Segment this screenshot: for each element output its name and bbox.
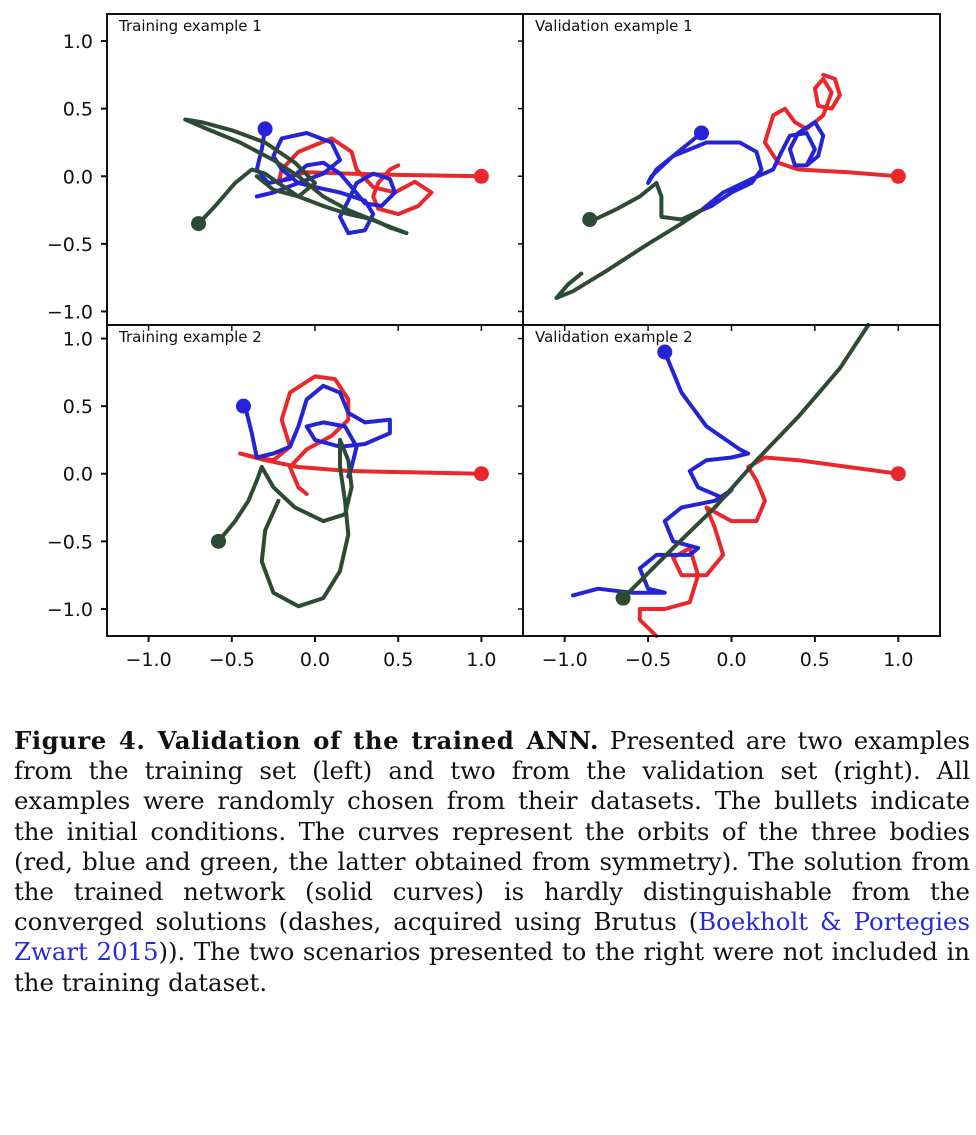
x-tick-label-1-3: 0.0 xyxy=(300,649,330,671)
x-tick-label-1-2: −0.5 xyxy=(209,649,255,671)
x-tick-label-1-4: 0.5 xyxy=(383,649,413,671)
orbit-line-3-3 xyxy=(216,437,354,609)
x-tick-label-2-4: 0.5 xyxy=(800,649,830,671)
y-tick-label-1-4: −0.5 xyxy=(47,234,93,256)
x-tick-label-1-1: −1.0 xyxy=(126,649,172,671)
initial-condition-marker-1-2 xyxy=(257,121,273,137)
caption-citation-link[interactable]: Boekholt & Portegies Zwart 2015 xyxy=(14,907,970,967)
initial-condition-marker-4-1 xyxy=(890,466,906,482)
orbit-line-4-1 xyxy=(637,455,901,638)
initial-condition-marker-1-1 xyxy=(473,168,489,184)
y-tick-label-2-4: −0.5 xyxy=(47,531,93,553)
caption-label: Figure 4. Validation of the trained ANN. xyxy=(14,726,599,755)
x-tick-label-2-1: −1.0 xyxy=(542,649,588,671)
panel-4: Validation example 2 xyxy=(535,323,906,638)
y-tick-label-2-5: −1.0 xyxy=(47,599,93,621)
x-tick-label-1-5: 1.0 xyxy=(466,649,496,671)
orbit-line-3-1 xyxy=(238,374,484,496)
y-tick-label-1-3: 0.0 xyxy=(63,166,93,188)
initial-condition-marker-2-1 xyxy=(890,168,906,184)
y-tick-label-1-5: −1.0 xyxy=(47,301,93,323)
orbit-line-3-2 xyxy=(243,383,392,479)
y-tick-label-2-3: 0.0 xyxy=(63,464,93,486)
panel-title-1: Training example 1 xyxy=(118,17,262,35)
initial-condition-marker-2-2 xyxy=(693,125,709,141)
initial-condition-marker-4-3 xyxy=(615,590,631,606)
y-tick-label-2-2: 0.5 xyxy=(63,396,93,418)
x-tick-label-2-3: 0.0 xyxy=(716,649,746,671)
panel-title-2: Validation example 1 xyxy=(535,17,693,35)
caption-text-2: )). The two scenarios presented to the r… xyxy=(14,937,970,997)
initial-condition-marker-2-3 xyxy=(582,212,598,228)
x-tick-label-2-5: 1.0 xyxy=(883,649,913,671)
initial-condition-marker-3-2 xyxy=(235,398,251,414)
orbit-line-1-2 xyxy=(254,126,397,236)
figure-panels: Training example 1 Validation example 1 Tr… xyxy=(47,13,941,671)
y-tick-label-1-2: 0.5 xyxy=(63,99,93,121)
initial-condition-marker-4-2 xyxy=(657,344,673,360)
caption-text-1: Presented are two examples from the trai… xyxy=(14,726,971,937)
orbit-line-1-3 xyxy=(183,117,409,236)
orbit-line-2-2 xyxy=(646,120,826,213)
y-tick-label-1-1: 1.0 xyxy=(63,31,93,53)
initial-condition-marker-3-1 xyxy=(473,466,489,482)
panel-2: Validation example 1 xyxy=(535,17,906,300)
figure-caption: Figure 4. Validation of the trained ANN.… xyxy=(14,726,970,998)
orbit-line-4-2 xyxy=(571,350,751,598)
orbit-line-2-3 xyxy=(554,181,704,300)
panel-3: Training example 2 xyxy=(118,328,489,609)
initial-condition-marker-3-3 xyxy=(210,533,226,549)
y-tick-label-2-1: 1.0 xyxy=(63,329,93,351)
panel-title-4: Validation example 2 xyxy=(535,328,693,346)
panel-1: Training example 1 xyxy=(118,17,489,236)
x-tick-label-2-2: −0.5 xyxy=(625,649,671,671)
initial-condition-marker-1-3 xyxy=(191,216,207,232)
orbit-line-2-1 xyxy=(762,72,901,179)
orbit-line-4-3 xyxy=(621,323,871,601)
panel-title-3: Training example 2 xyxy=(118,328,262,346)
